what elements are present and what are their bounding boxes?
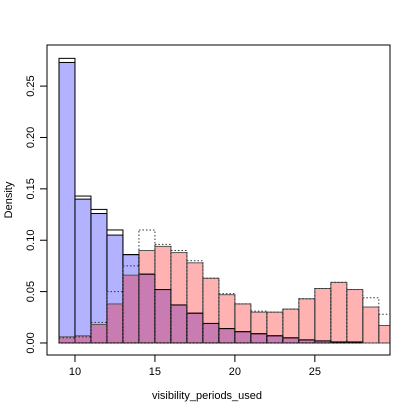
histogram-bar	[362, 306, 380, 344]
histogram-bar	[234, 303, 252, 344]
histogram-bar	[314, 288, 332, 344]
y-tick-label: 0.15	[25, 178, 37, 199]
x-tick-label: 10	[69, 366, 81, 378]
x-axis-label: visibility_periods_used	[152, 390, 262, 402]
y-tick-label: 0.00	[25, 332, 37, 353]
histogram-bar	[90, 213, 108, 344]
histogram-bar	[234, 303, 252, 344]
histogram-bar	[106, 303, 124, 344]
histogram-bar	[74, 336, 92, 344]
histogram-bar	[250, 311, 268, 344]
histogram-bar	[154, 245, 172, 344]
y-tick-label: 0.05	[25, 281, 37, 302]
plot-box	[46, 44, 391, 356]
histogram-bar	[58, 61, 76, 344]
histogram-bar	[138, 250, 156, 344]
y-axis-label: Density	[3, 181, 15, 218]
histogram-bar	[346, 289, 364, 344]
x-tick-label: 15	[149, 366, 161, 378]
x-tick-label: 25	[309, 366, 321, 378]
histogram-bar	[298, 298, 316, 344]
histogram-bar	[202, 277, 220, 344]
histogram-bar	[122, 265, 140, 344]
histogram-bar	[330, 281, 348, 344]
histogram-bar	[170, 250, 188, 344]
histogram-bar	[250, 310, 268, 344]
histogram-bar	[266, 311, 284, 344]
histogram-bar	[186, 262, 204, 344]
histogram-bar	[154, 243, 172, 344]
x-tick-label: 20	[229, 366, 241, 378]
histogram-bar	[298, 298, 316, 344]
histogram-bar	[378, 325, 390, 344]
histogram-bar	[170, 252, 188, 344]
histogram-bar	[90, 323, 108, 344]
histogram-bar	[378, 313, 390, 344]
histogram-bar	[122, 274, 140, 344]
histogram-bar	[58, 337, 76, 344]
y-tick-label: 0.20	[25, 127, 37, 148]
histogram-bar	[74, 198, 92, 344]
histogram-bar	[106, 291, 124, 344]
y-tick-label: 0.25	[25, 75, 37, 96]
histogram-bar	[266, 311, 284, 344]
histogram-bar	[202, 277, 220, 344]
y-tick-label: 0.10	[25, 230, 37, 251]
histogram-bar	[138, 229, 156, 344]
histogram-bar	[218, 294, 236, 344]
histogram-bar	[362, 297, 380, 344]
histogram-bar	[90, 321, 108, 344]
histogram-bar	[282, 308, 300, 344]
plot-area	[58, 57, 390, 344]
histogram-bar	[346, 289, 364, 344]
histogram-bar	[218, 293, 236, 344]
